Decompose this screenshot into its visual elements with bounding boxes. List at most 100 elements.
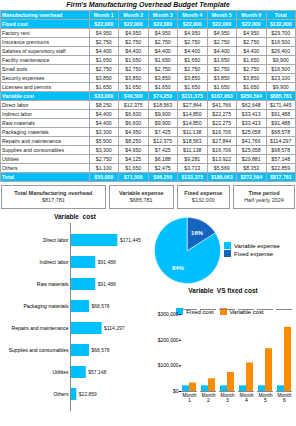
svg-text:Month3: Month3 <box>221 392 235 403</box>
html-text:$2,750: $2,750 <box>213 39 230 45</box>
html-text:Insurance premiums: Insurance premiums <box>2 39 49 45</box>
svg-text:Supplies and consumables: Supplies and consumables <box>9 347 69 353</box>
svg-text:Month5: Month5 <box>259 392 273 403</box>
html-text:Total Manufacturing overhead: Total Manufacturing overhead <box>14 190 93 197</box>
html-text:$26,400: $26,400 <box>271 48 291 54</box>
svg-text:$200,000: $200,000 <box>158 337 179 343</box>
html-text:$1,650: $1,650 <box>243 57 260 63</box>
html-text:Fixed cost: Fixed cost <box>2 21 28 27</box>
svg-text:$22,859: $22,859 <box>79 391 97 397</box>
html-text:$4,400: $4,400 <box>184 48 201 54</box>
html-text:$132,000: $132,000 <box>269 21 292 27</box>
html-text:Variable VS fixed cost: Variable VS fixed cost <box>188 287 258 294</box>
html-text:$2,750: $2,750 <box>154 66 171 72</box>
html-text:Variable expense: Variable expense <box>118 190 164 197</box>
html-text:$29,700: $29,700 <box>271 30 291 36</box>
html-text:Month 3: Month 3 <box>152 12 173 18</box>
svg-text:$0: $0 <box>173 388 179 394</box>
html-text:Factory rent: Factory rent <box>2 30 30 36</box>
html-text:$2,750: $2,750 <box>243 66 260 72</box>
html-text:$4,950: $4,950 <box>125 30 142 36</box>
html-text:Month 4: Month 4 <box>182 12 203 18</box>
svg-text:$57,148: $57,148 <box>88 369 106 375</box>
svg-text:Month4: Month4 <box>240 392 254 403</box>
svg-text:Month6: Month6 <box>278 392 292 403</box>
html-text:Variable expense: Variable expense <box>234 242 280 249</box>
html-text:Total: Total <box>274 12 287 18</box>
html-text:$4,400: $4,400 <box>243 48 260 54</box>
html-text:$4,950: $4,950 <box>243 30 260 36</box>
html-text:Firm's Manufacturing Overhead: Firm's Manufacturing Overhead Budget Tem… <box>66 1 230 8</box>
html-text:$22,000: $22,000 <box>153 21 173 27</box>
svg-text:$114,297: $114,297 <box>104 325 125 331</box>
html-text:$132,000: $132,000 <box>191 196 215 203</box>
svg-text:$91,488: $91,488 <box>98 259 116 265</box>
html-text:$22,000: $22,000 <box>241 21 261 27</box>
html-text:$1,650: $1,650 <box>95 57 112 63</box>
html-text:Security expenses: Security expenses <box>2 75 45 81</box>
html-text:Month 6: Month 6 <box>241 12 262 18</box>
html-text:$16,500: $16,500 <box>271 66 291 72</box>
html-text:$4,950: $4,950 <box>184 30 201 36</box>
html-text:$22,000: $22,000 <box>123 21 143 27</box>
html-text:$4,950: $4,950 <box>213 30 230 36</box>
html-text:Half yearly 2024: Half yearly 2024 <box>244 196 284 203</box>
html-text:$4,400: $4,400 <box>95 48 112 54</box>
html-text:$2,750: $2,750 <box>243 39 260 45</box>
html-text:Month 1: Month 1 <box>93 12 114 18</box>
html-text:Manufacturing overhead: Manufacturing overhead <box>2 12 63 18</box>
html-text:$22,000: $22,000 <box>182 21 202 27</box>
html-text:$9,900: $9,900 <box>272 57 289 63</box>
html-text:Fixed cost: Fixed cost <box>186 308 214 315</box>
html-text:Month 2: Month 2 <box>123 12 144 18</box>
html-text:$4,400: $4,400 <box>125 48 142 54</box>
svg-text:Indirect labor: Indirect labor <box>40 259 69 265</box>
html-text:$16,500: $16,500 <box>271 39 291 45</box>
html-text:$22,000: $22,000 <box>94 21 114 27</box>
html-text:$2,750: $2,750 <box>95 66 112 72</box>
html-text:$1,650: $1,650 <box>154 57 171 63</box>
svg-text:Month1: Month1 <box>183 392 197 403</box>
html-text:Salaries of supervisory staff: Salaries of supervisory staff <box>2 48 66 54</box>
svg-text:Utilities: Utilities <box>52 369 69 375</box>
html-text:$4,400: $4,400 <box>213 48 230 54</box>
svg-text:Others: Others <box>53 391 69 397</box>
svg-text:$100,000: $100,000 <box>158 362 179 368</box>
svg-text:Packaging materials: Packaging materials <box>23 303 69 309</box>
svg-text:Repairs and maintenance: Repairs and maintenance <box>12 325 69 331</box>
html-text:$2,750: $2,750 <box>125 39 142 45</box>
svg-text:16%: 16% <box>191 230 204 236</box>
html-text:$2,750: $2,750 <box>213 66 230 72</box>
html-text:$4,950: $4,950 <box>154 30 171 36</box>
html-text:Time period: Time period <box>248 190 280 197</box>
html-text:$1,650: $1,650 <box>213 57 230 63</box>
svg-text:$68,578: $68,578 <box>91 303 109 309</box>
html-text:$2,750: $2,750 <box>154 39 171 45</box>
html-text:$2,750: $2,750 <box>184 39 201 45</box>
svg-text:$68,578: $68,578 <box>91 347 109 353</box>
html-text:$2,750: $2,750 <box>125 66 142 72</box>
html-text:$2,750: $2,750 <box>184 66 201 72</box>
html-text:Fixed expense: Fixed expense <box>234 250 273 257</box>
svg-text:$171,445: $171,445 <box>120 237 141 243</box>
html-text:Variable cost: Variable cost <box>229 308 264 315</box>
svg-text:Month2: Month2 <box>202 392 216 403</box>
html-text:Variable cost: Variable cost <box>54 213 96 220</box>
html-text:$4,400: $4,400 <box>154 48 171 54</box>
html-text:$22,000: $22,000 <box>212 21 232 27</box>
svg-text:$300,000: $300,000 <box>158 311 179 317</box>
html-text:$817,781: $817,781 <box>41 196 65 203</box>
html-text:Fixed expense: Fixed expense <box>184 190 223 197</box>
html-text:Small tools: Small tools <box>2 66 28 72</box>
html-text:$4,950: $4,950 <box>95 30 112 36</box>
html-text:$1,650: $1,650 <box>184 57 201 63</box>
html-text:Month 5: Month 5 <box>211 12 232 18</box>
svg-text:$91,488: $91,488 <box>98 281 116 287</box>
svg-text:Direct labor: Direct labor <box>43 237 69 243</box>
html-text:$1,650: $1,650 <box>125 57 142 63</box>
html-text:$685,781: $685,781 <box>129 196 153 203</box>
svg-text:Raw materials: Raw materials <box>37 281 69 287</box>
html-text:$2,750: $2,750 <box>95 39 112 45</box>
svg-text:84%: 84% <box>172 265 185 271</box>
html-text:Facility maintenance: Facility maintenance <box>2 57 50 63</box>
